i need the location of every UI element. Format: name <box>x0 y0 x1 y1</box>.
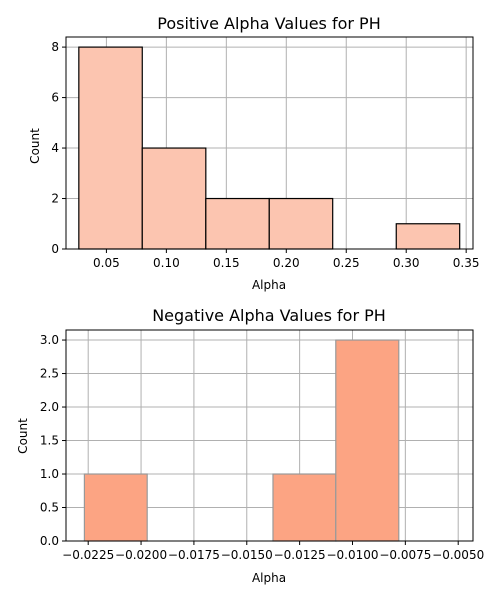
bars <box>83 339 400 542</box>
x-tick-label: 0.30 <box>393 256 420 270</box>
y-ticks: 0.0 0.5 1.0 1.5 2.0 2.5 3.0 <box>40 333 66 548</box>
y-axis-label: Count <box>16 418 30 454</box>
x-tick-label: −0.0150 <box>221 548 273 562</box>
y-tick-label: 2.5 <box>40 367 59 381</box>
y-tick-label: 1.5 <box>40 434 59 448</box>
x-tick-label: −0.0075 <box>379 548 431 562</box>
y-tick-label: 2 <box>51 192 59 206</box>
y-tick-label: 8 <box>51 40 59 54</box>
y-tick-label: 1.0 <box>40 467 59 481</box>
x-tick-label: −0.0050 <box>432 548 484 562</box>
histogram-bar <box>141 147 207 250</box>
x-ticks: −0.0225 −0.0200 −0.0175 −0.0150 −0.0125 −0.01… <box>62 541 484 562</box>
y-tick-label: 6 <box>51 91 59 105</box>
x-tick-label: 0.15 <box>213 256 240 270</box>
plot-frame <box>65 36 474 250</box>
plot-frame <box>65 329 474 542</box>
negative-alpha-chart: Negative Alpha Values for PH −0.0225 −0.0… <box>16 306 484 585</box>
y-tick-label: 3.0 <box>40 333 59 347</box>
histogram-bar <box>335 339 400 542</box>
x-tick-label: 0.10 <box>153 256 180 270</box>
x-axis-label: Alpha <box>252 571 286 585</box>
x-tick-label: −0.0125 <box>274 548 326 562</box>
x-tick-label: 0.25 <box>333 256 360 270</box>
x-tick-label: −0.0225 <box>62 548 114 562</box>
positive-alpha-chart: Positive Alpha Values for PH 0.05 0.10 0.1… <box>28 14 480 292</box>
histogram-bar <box>395 223 461 250</box>
y-tick-label: 0.5 <box>40 501 59 515</box>
histogram-bar <box>83 473 148 542</box>
bars <box>78 46 461 250</box>
y-axis-label: Count <box>28 128 42 164</box>
chart-title: Negative Alpha Values for PH <box>152 306 386 325</box>
histogram-bar <box>268 197 334 250</box>
y-tick-label: 0 <box>51 242 59 256</box>
y-tick-label: 4 <box>51 141 59 155</box>
x-tick-label: −0.0200 <box>115 548 167 562</box>
x-tick-label: 0.35 <box>453 256 480 270</box>
histogram-bar <box>78 46 143 250</box>
y-ticks: 0 2 4 6 8 <box>51 40 66 256</box>
histogram-bar <box>272 473 337 542</box>
x-ticks: 0.05 0.10 0.15 0.20 0.25 0.30 0.35 <box>93 249 480 270</box>
x-tick-label: −0.0100 <box>326 548 378 562</box>
chart-title: Positive Alpha Values for PH <box>157 14 380 33</box>
y-tick-label: 0.0 <box>40 534 59 548</box>
x-tick-label: 0.05 <box>93 256 120 270</box>
histogram-bar <box>205 197 270 250</box>
x-tick-label: −0.0175 <box>168 548 220 562</box>
x-axis-label: Alpha <box>252 278 286 292</box>
x-tick-label: 0.20 <box>273 256 300 270</box>
y-tick-label: 2.0 <box>40 400 59 414</box>
